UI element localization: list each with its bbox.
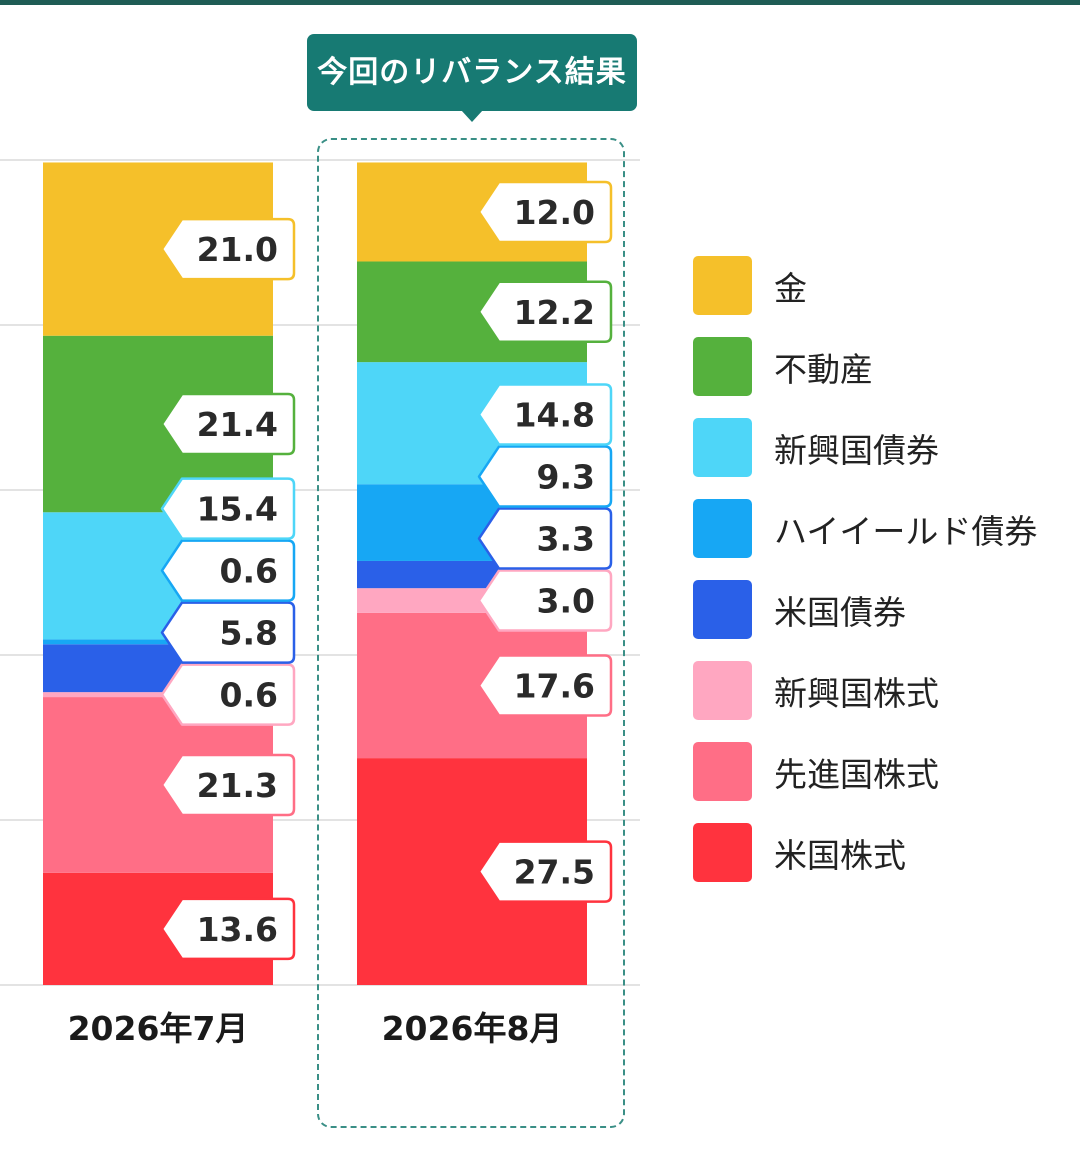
top-divider [0,0,1080,5]
data-label: 14.8 [514,396,595,435]
rebalance-result-badge: 今回のリバランス結果 [307,34,637,111]
legend-label: 不動産 [774,349,873,389]
x-tick-label: 2026年8月 [382,1009,563,1048]
data-label: 12.0 [514,193,595,232]
legend-swatch [693,580,752,639]
legend-swatch [693,661,752,720]
data-label-box [477,280,613,344]
legend-item: 新興国債券 [693,418,1073,477]
legend-label: 先進国株式 [774,754,939,794]
legend-label: 米国株式 [774,835,906,875]
data-label-box [477,445,613,508]
data-label-box [477,569,613,632]
data-label: 27.5 [514,853,595,892]
data-label: 0.6 [220,552,278,591]
data-label: 17.6 [514,667,595,706]
data-label: 3.3 [537,520,595,559]
data-label: 5.8 [220,614,278,653]
data-label-box [160,753,296,817]
data-label: 21.4 [197,405,278,444]
legend-item: 先進国株式 [693,742,1073,801]
chart-legend: 金不動産新興国債券ハイイールド債券 米国債券新興国株式先進国株式米国株式 [693,256,1073,904]
legend-swatch [693,742,752,801]
legend-label: 新興国債券 [774,430,939,470]
data-label-box [160,477,296,540]
data-label: 21.0 [197,230,278,269]
legend-swatch [693,823,752,882]
highlight-frame [317,138,625,1128]
legend-item: 金 [693,256,1073,315]
data-label: 13.6 [197,910,278,949]
data-label: 3.0 [537,582,595,621]
data-label: 21.3 [197,766,278,805]
data-label-box [160,392,296,456]
data-label-box [160,539,296,602]
data-label-box [160,601,296,664]
data-label-box [477,180,613,244]
legend-label: 米国債券 [774,592,906,632]
bar-segment [43,639,273,645]
x-tick-label: 2026年7月 [68,1009,249,1048]
legend-item: ハイイールド債券 [693,499,1073,558]
data-label-box [477,654,613,717]
legend-swatch [693,337,752,396]
data-label: 12.2 [514,293,595,332]
legend-item: 新興国株式 [693,661,1073,720]
legend-item: 不動産 [693,337,1073,396]
data-label-box [477,840,613,903]
data-label-box [160,217,296,281]
legend-swatch [693,418,752,477]
data-label: 9.3 [537,458,595,497]
data-label: 15.4 [197,490,278,529]
data-label-box [160,897,296,961]
data-label-box [477,507,613,570]
legend-item: 米国債券 [693,580,1073,639]
bar-segment [43,692,273,698]
legend-swatch [693,256,752,315]
data-label-box [477,383,613,446]
data-label: 0.6 [220,676,278,715]
legend-label: ハイイールド債券 [774,511,1038,551]
legend-swatch [693,499,752,558]
legend-label: 金 [774,268,807,308]
data-label-box [160,663,296,726]
legend-item: 米国株式 [693,823,1073,882]
badge-pointer [461,110,483,122]
legend-label: 新興国株式 [774,673,939,713]
